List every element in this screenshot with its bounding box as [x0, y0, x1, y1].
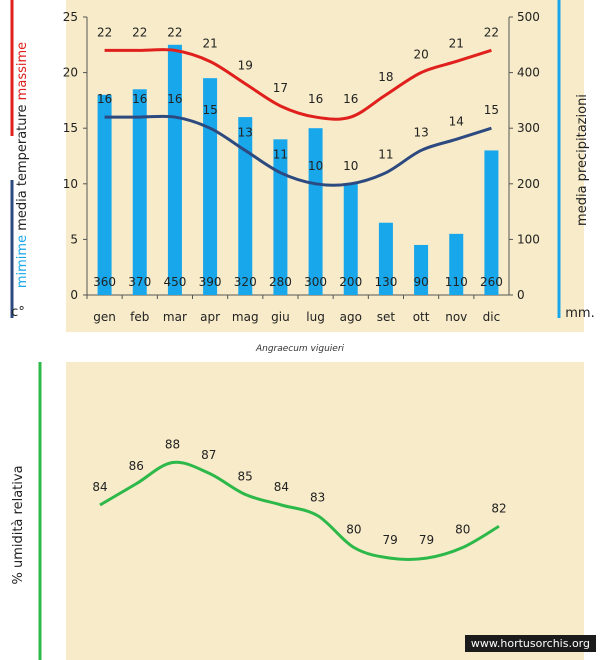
- right-tick-label: 500: [517, 10, 540, 24]
- max-temp-value-label: 22: [167, 25, 182, 39]
- x-tick-label: apr: [200, 310, 220, 324]
- x-tick-label: ago: [340, 310, 362, 324]
- precip-value-label: 370: [128, 275, 151, 289]
- humidity-value-label: 82: [491, 501, 506, 515]
- max-temp-value-label: 21: [449, 36, 464, 50]
- min-temp-value-label: 14: [449, 114, 464, 128]
- precip-bar: [273, 139, 288, 295]
- precip-value-label: 200: [339, 275, 362, 289]
- min-temp-value-label: 13: [238, 125, 253, 139]
- precip-bar: [308, 128, 323, 295]
- min-temp-value-label: 10: [343, 159, 358, 173]
- max-temp-value-label: 18: [378, 70, 393, 84]
- precip-value-label: 360: [93, 275, 116, 289]
- watermark: www.hortusorchis.org: [464, 635, 596, 652]
- x-tick-label: mar: [163, 310, 187, 324]
- max-temp-value-label: 16: [308, 92, 323, 106]
- min-temp-value-label: 13: [413, 125, 428, 139]
- left-tick-label: 15: [63, 121, 78, 135]
- right-tick-label: 300: [517, 121, 540, 135]
- precip-value-label: 130: [374, 275, 397, 289]
- left-tick-label: 10: [63, 177, 78, 191]
- left-tick-label: 25: [63, 10, 78, 24]
- precip-value-label: 450: [163, 275, 186, 289]
- max-temp-value-label: 19: [238, 59, 253, 73]
- precip-value-label: 300: [304, 275, 327, 289]
- min-temp-value-label: 16: [97, 92, 112, 106]
- max-temp-value-label: 22: [484, 25, 499, 39]
- max-temp-line: [104, 48, 492, 121]
- max-temp-value-label: 21: [202, 36, 217, 50]
- climate-chart: 0 5 10 15 20 25 0 100 200 300 400 500 gen feb mar apr ma…: [10, 0, 595, 324]
- precip-bar: [238, 117, 253, 295]
- precip-bar: [167, 44, 182, 295]
- precip-value-label: 110: [445, 275, 468, 289]
- humidity-value-label: 88: [165, 438, 180, 452]
- precip-value-label: 260: [480, 275, 503, 289]
- x-tick-label: lug: [306, 310, 325, 324]
- right-tick-label: 400: [517, 66, 540, 80]
- precip-bar: [203, 78, 218, 295]
- min-temp-value-label: 11: [378, 148, 393, 162]
- precip-bar: [414, 244, 429, 295]
- precip-bar: [378, 222, 393, 295]
- humidity-value-label: 87: [201, 448, 216, 462]
- max-temp-value-label: 22: [97, 25, 112, 39]
- left-axis-unit: c°: [11, 305, 25, 320]
- right-tick-label: 100: [517, 232, 540, 246]
- precip-bar: [97, 94, 112, 295]
- x-tick-label: set: [377, 310, 396, 324]
- left-tick-label: 0: [70, 288, 78, 302]
- humidity-value-label: 79: [419, 533, 434, 547]
- humidity-value-label: 79: [383, 533, 398, 547]
- max-temp-value-label: 16: [343, 92, 358, 106]
- x-tick-label: feb: [130, 310, 149, 324]
- humidity-value-label: 83: [310, 491, 325, 505]
- precip-value-label: 90: [413, 275, 428, 289]
- precip-bar: [484, 150, 499, 295]
- min-temp-line: [104, 114, 492, 187]
- humidity-value-label: 84: [274, 480, 289, 494]
- precip-bar: [132, 89, 147, 295]
- min-temp-value-label: 16: [132, 92, 147, 106]
- humidity-axis-label: % umidità relativa: [11, 465, 26, 584]
- left-tick-label: 20: [63, 66, 78, 80]
- humidity-value-label: 80: [455, 523, 470, 537]
- humidity-line: [99, 460, 500, 561]
- left-axis-label: mimime media temperature massime: [15, 42, 30, 288]
- humidity-value-label: 86: [129, 459, 144, 473]
- precip-bar: [343, 183, 358, 295]
- precip-value-label: 320: [234, 275, 257, 289]
- species-caption: Angraecum viguieri: [255, 344, 345, 354]
- right-axis-unit: mm.: [565, 306, 594, 321]
- x-tick-label: ott: [413, 310, 430, 324]
- max-temp-value-label: 20: [413, 48, 428, 62]
- min-temp-value-label: 16: [167, 92, 182, 106]
- humidity-value-label: 80: [346, 523, 361, 537]
- humidity-chart: 84 86 88 87 85 84 83 80 79 79 80 82 % umidità relati…: [11, 362, 507, 660]
- humidity-chart-background: [66, 362, 584, 660]
- x-tick-label: dic: [483, 310, 501, 324]
- precip-value-label: 280: [269, 275, 292, 289]
- right-tick-label: 200: [517, 177, 540, 191]
- min-temp-value-label: 15: [484, 103, 499, 117]
- x-tick-label: giu: [271, 310, 290, 324]
- right-tick-label: 0: [517, 288, 525, 302]
- right-axis-label: media precipitazioni: [575, 94, 590, 226]
- humidity-value-label: 85: [237, 469, 252, 483]
- x-tick-label: mag: [232, 310, 259, 324]
- left-tick-label: 5: [70, 232, 78, 246]
- x-tick-label: gen: [93, 310, 116, 324]
- precip-value-label: 390: [199, 275, 222, 289]
- precip-bar: [449, 233, 464, 295]
- min-temp-value-label: 11: [273, 148, 288, 162]
- min-temp-value-label: 15: [202, 103, 217, 117]
- humidity-value-label: 84: [92, 480, 107, 494]
- max-temp-value-label: 22: [132, 25, 147, 39]
- min-temp-value-label: 10: [308, 159, 323, 173]
- max-temp-value-label: 17: [273, 81, 288, 95]
- x-tick-label: nov: [445, 310, 467, 324]
